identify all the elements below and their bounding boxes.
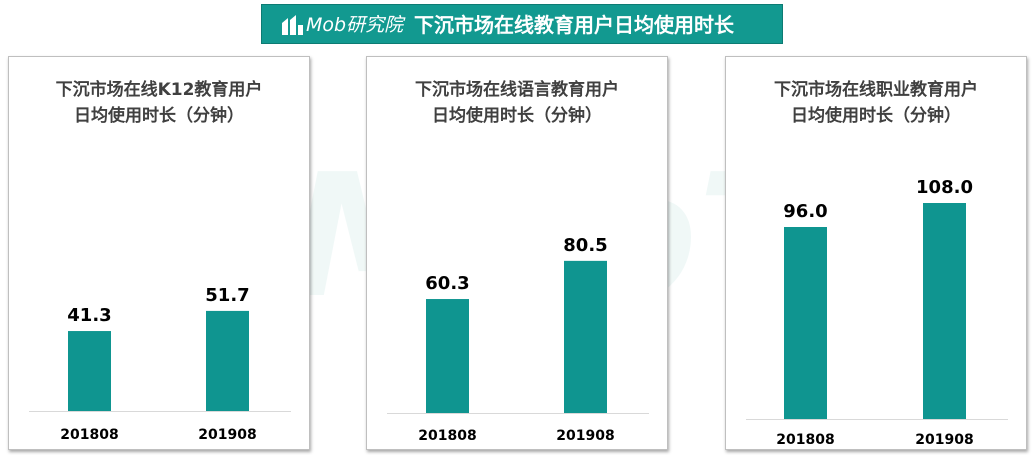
page-title: 下沉市场在线教育用户日均使用时长	[414, 13, 734, 37]
value-label-201808: 41.3	[67, 305, 111, 326]
bar-201808	[68, 331, 111, 411]
chart-title: 下沉市场在线语言教育用户 日均使用时长（分钟）	[367, 77, 667, 129]
bar-201908	[564, 260, 607, 413]
value-label-201808: 60.3	[425, 273, 469, 294]
chart-title-line-1: 下沉市场在线语言教育用户	[415, 80, 619, 100]
bar-201908	[923, 203, 966, 419]
chart-title: 下沉市场在线职业教育用户 日均使用时长（分钟）	[726, 77, 1026, 129]
chart-title-line-1: 下沉市场在线K12教育用户	[55, 80, 263, 100]
bar-chart-vocational: 96.0 201808 108.0 201908	[746, 177, 1008, 448]
bar-201808	[784, 227, 827, 419]
bar-201908	[206, 310, 249, 411]
chart-panel-k12: 下沉市场在线K12教育用户 日均使用时长（分钟） 41.3 201808 51.7 2…	[8, 56, 310, 450]
chart-title-line-2: 日均使用时长（分钟）	[791, 106, 961, 126]
chart-title-line-2: 日均使用时长（分钟）	[432, 106, 602, 126]
chart-panel-language: 下沉市场在线语言教育用户 日均使用时长（分钟） 60.3 201808 80.5 20…	[366, 56, 668, 450]
category-label-201908: 201908	[915, 432, 973, 448]
category-label-201908: 201908	[198, 427, 256, 443]
bar-chart-k12: 41.3 201808 51.7 201908	[29, 285, 291, 443]
category-label-201808: 201808	[418, 428, 476, 444]
chart-title-line-2: 日均使用时长（分钟）	[74, 106, 244, 126]
logo-text: Mob研究院	[306, 14, 404, 36]
category-label-201808: 201808	[60, 427, 118, 443]
value-label-201808: 96.0	[783, 201, 827, 222]
category-label-201808: 201808	[776, 432, 834, 448]
chart-title: 下沉市场在线K12教育用户 日均使用时长（分钟）	[9, 77, 309, 129]
value-label-201908: 51.7	[205, 285, 249, 306]
bar-201808	[426, 299, 469, 413]
value-label-201908: 108.0	[916, 177, 973, 198]
chart-panel-vocational: 下沉市场在线职业教育用户 日均使用时长（分钟） 96.0 201808 108.0 2…	[725, 56, 1027, 450]
mob-logo-icon	[282, 15, 303, 35]
category-label-201908: 201908	[556, 428, 614, 444]
chart-title-line-1: 下沉市场在线职业教育用户	[774, 80, 978, 100]
header-banner: Mob研究院 下沉市场在线教育用户日均使用时长	[261, 4, 783, 44]
bar-chart-language: 60.3 201808 80.5 201908	[387, 235, 649, 444]
value-label-201908: 80.5	[563, 235, 607, 256]
